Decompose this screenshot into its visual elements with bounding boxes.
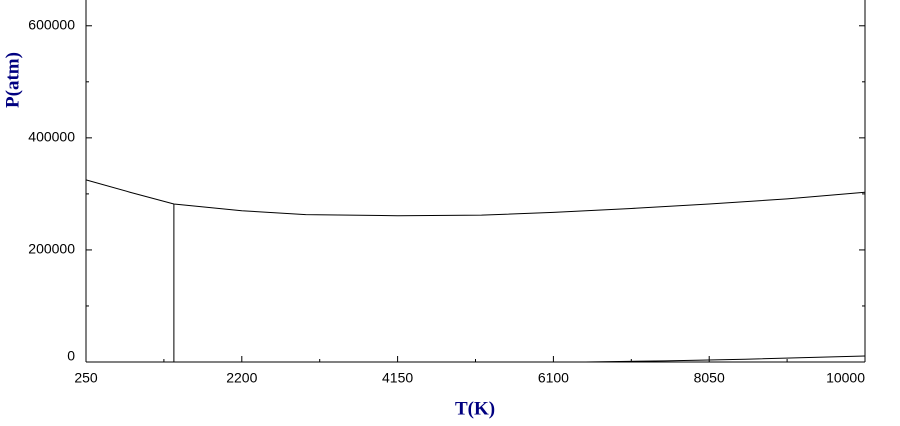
y-tick-label: 600000 xyxy=(28,16,75,32)
x-tick-label: 4150 xyxy=(382,370,413,386)
y-tick-label: 400000 xyxy=(28,129,75,145)
x-tick-label: 8050 xyxy=(694,370,725,386)
x-tick-label: 10000 xyxy=(826,370,865,386)
x-axis-title: T(K) xyxy=(455,398,495,419)
x-tick-label: 2200 xyxy=(226,370,257,386)
line-series xyxy=(85,179,866,217)
line-series xyxy=(585,355,866,363)
x-tick-label: 250 xyxy=(74,370,98,386)
y-tick-label: 0 xyxy=(67,348,75,364)
y-axis-title: P(atm) xyxy=(2,52,23,108)
x-tick-label: 6100 xyxy=(538,370,569,386)
y-tick-label: 200000 xyxy=(28,241,75,257)
